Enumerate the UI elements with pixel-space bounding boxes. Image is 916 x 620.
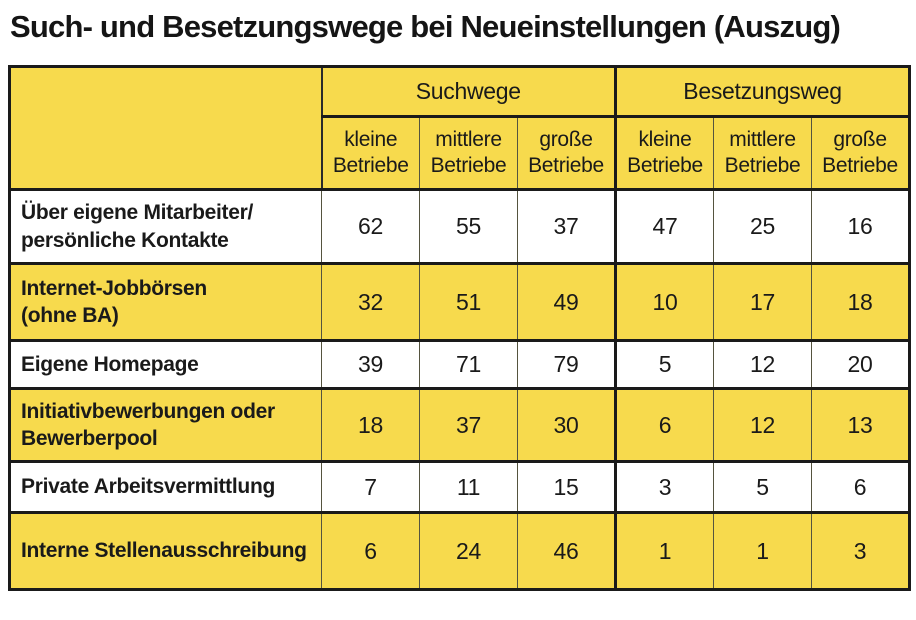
- value-cell: 17: [713, 263, 812, 341]
- row-label: Private Arbeitsvermittlung: [9, 461, 322, 513]
- row-label: Über eigene Mitarbeiter/ persönliche Kon…: [9, 189, 322, 264]
- value-cell: 6: [614, 388, 714, 462]
- value-cell: 49: [516, 263, 616, 341]
- column-group-besetzungsweg: Besetzungsweg: [614, 66, 910, 117]
- column-header-suchwege-kleine: kleine Betriebe: [321, 116, 420, 190]
- value-cell: 11: [419, 461, 518, 513]
- value-cell: 15: [516, 461, 616, 513]
- value-cell: 5: [614, 340, 714, 389]
- value-cell: 79: [516, 340, 616, 389]
- value-cell: 1: [614, 512, 714, 590]
- value-cell: 37: [419, 388, 518, 462]
- value-cell: 37: [516, 189, 616, 264]
- column-header-besetzung-kleine: kleine Betriebe: [614, 116, 714, 190]
- stub-header-cell: [9, 66, 323, 190]
- value-cell: 12: [713, 388, 812, 462]
- header-sub-row: kleine Betriebe mittlere Betriebe große …: [9, 116, 910, 190]
- value-cell: 20: [811, 340, 910, 389]
- header-group-row: Suchwege Besetzungsweg: [9, 66, 910, 190]
- table-row-initiativbewerbungen: Initiativbewerbungen oder Bewerberpool 1…: [9, 388, 910, 462]
- value-cell: 3: [811, 512, 910, 590]
- value-cell: 51: [419, 263, 518, 341]
- table-row-eigene-homepage: Eigene Homepage 39 71 79 5 12 20: [9, 340, 910, 389]
- row-label: Eigene Homepage: [9, 340, 322, 389]
- value-cell: 55: [419, 189, 518, 264]
- value-cell: 24: [419, 512, 518, 590]
- row-label: Initiativbewerbungen oder Bewerberpool: [9, 388, 322, 462]
- value-cell: 6: [811, 461, 910, 513]
- search-recruitment-table: Suchwege Besetzungsweg kleine Betriebe m…: [8, 65, 912, 592]
- table-row-internet-jobboersen: Internet-Jobbörsen (ohne BA) 32 51 49 10…: [9, 263, 910, 341]
- value-cell: 7: [364, 473, 377, 500]
- page-title: Such- und Besetzungswege bei Neueinstell…: [10, 9, 841, 44]
- value-cell: 47: [614, 189, 714, 264]
- value-cell: 46: [516, 512, 616, 590]
- row-label: Interne Stellenausschreibung: [9, 512, 322, 590]
- table-row-eigene-mitarbeiter: Über eigene Mitarbeiter/ persönliche Kon…: [9, 189, 910, 264]
- value-cell: 18: [811, 263, 910, 341]
- row-label: Internet-Jobbörsen (ohne BA): [9, 263, 322, 341]
- table-row-interne-stellenausschreibung: Interne Stellenausschreibung 6 24 46 1 1…: [9, 512, 910, 590]
- value-cell: 71: [419, 340, 518, 389]
- column-header-besetzung-mittlere: mittlere Betriebe: [713, 116, 812, 190]
- table-row-private-arbeitsvermittlung: Private Arbeitsvermittlung 7 11 15 3 5 6: [9, 461, 910, 513]
- value-cell: 30: [516, 388, 616, 462]
- value-cell: 3: [614, 461, 714, 513]
- value-cell: 5: [713, 461, 812, 513]
- value-cell: 13: [811, 388, 910, 462]
- value-cell: 12: [713, 340, 812, 389]
- column-header-suchwege-grosse: große Betriebe: [516, 116, 616, 190]
- page: Such- und Besetzungswege bei Neueinstell…: [0, 9, 916, 592]
- value-cell: 25: [713, 189, 812, 264]
- value-cell: 10: [614, 263, 714, 341]
- value-cell: 6: [364, 537, 377, 564]
- value-cell: 62: [358, 213, 383, 240]
- column-group-suchwege: Suchwege: [321, 66, 616, 117]
- value-cell: 16: [811, 189, 910, 264]
- value-cell: 39: [358, 351, 383, 378]
- column-header-suchwege-mittlere: mittlere Betriebe: [419, 116, 518, 190]
- column-header-besetzung-grosse: große Betriebe: [811, 116, 910, 190]
- value-cell: 18: [358, 411, 383, 438]
- value-cell: 1: [713, 512, 812, 590]
- value-cell: 32: [358, 288, 383, 315]
